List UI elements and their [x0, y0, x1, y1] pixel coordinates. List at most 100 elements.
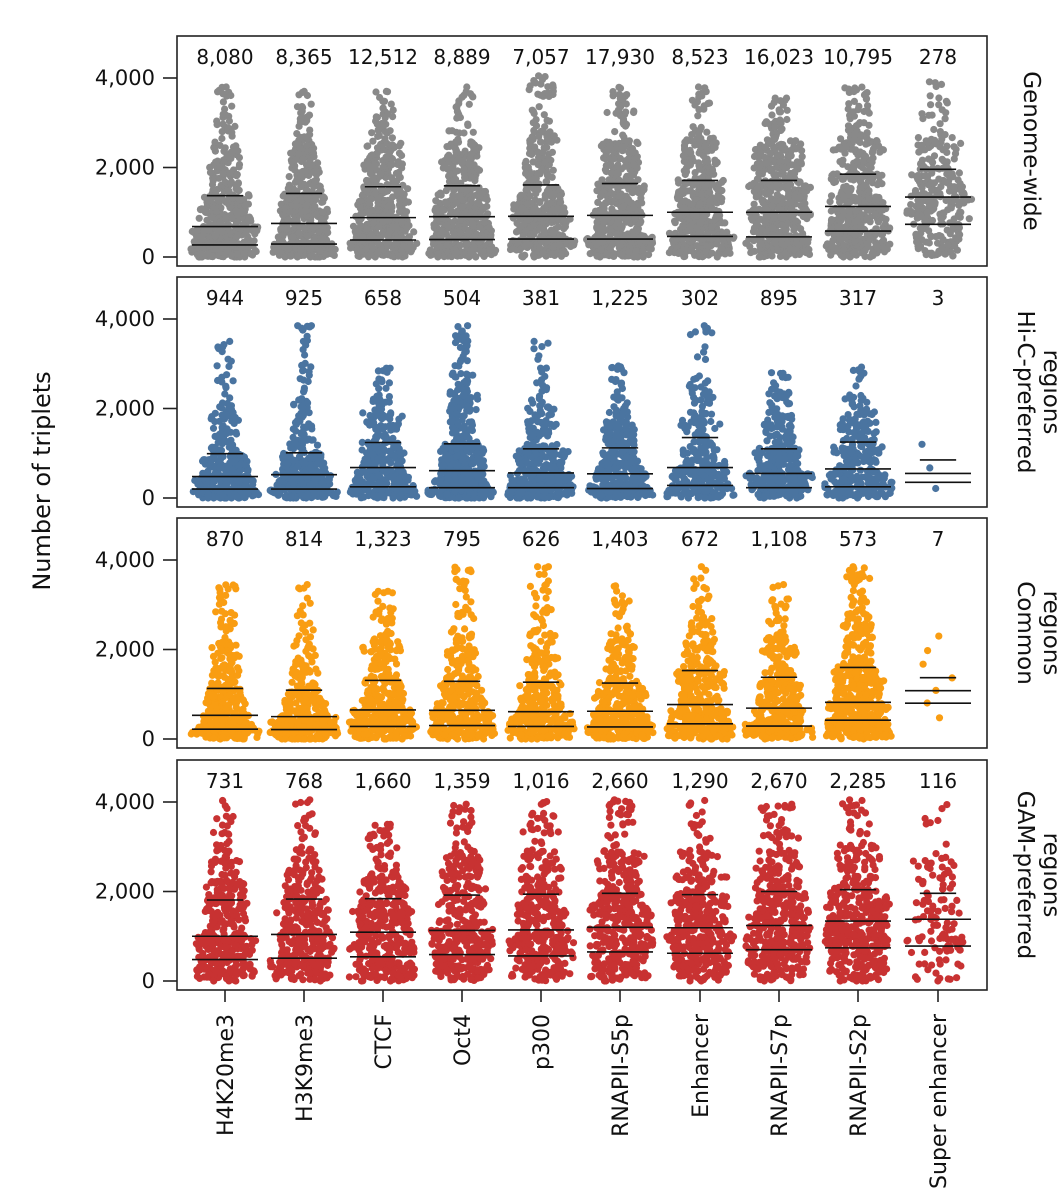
data-point — [292, 202, 300, 210]
data-point — [645, 251, 653, 259]
data-point — [763, 159, 771, 167]
data-point — [687, 221, 695, 229]
data-point — [907, 201, 915, 209]
data-point — [317, 215, 325, 223]
data-point — [876, 148, 884, 156]
data-point — [287, 149, 295, 157]
data-point — [252, 227, 260, 235]
data-point — [536, 91, 545, 99]
data-point — [783, 220, 792, 228]
data-point — [535, 72, 543, 80]
data-point — [711, 156, 719, 164]
data-point — [956, 208, 964, 216]
data-point — [463, 83, 471, 91]
data-point — [518, 252, 526, 260]
data-point — [316, 182, 324, 191]
data-point — [701, 183, 709, 191]
data-point — [392, 169, 401, 177]
data-point — [955, 198, 963, 206]
count-label: 278 — [919, 45, 957, 69]
panel-strip-label: Hi-C-preferred — [1012, 310, 1038, 473]
data-point — [214, 197, 223, 205]
column-Enhancer: 8,523 — [665, 45, 738, 261]
count-label: 8,889 — [433, 45, 490, 69]
data-point — [869, 249, 878, 257]
data-point — [374, 195, 382, 203]
data-point — [235, 154, 243, 162]
data-point — [703, 158, 712, 166]
data-point — [225, 117, 233, 125]
data-point — [681, 170, 689, 179]
y-tick-label: 0 — [142, 245, 155, 269]
data-point — [219, 170, 227, 178]
data-point — [943, 148, 951, 156]
data-point — [767, 102, 776, 110]
y-axis-label: Number of triplets — [28, 371, 56, 590]
data-point — [526, 82, 534, 90]
data-point — [914, 245, 922, 253]
data-point — [248, 251, 257, 259]
data-point — [293, 176, 301, 184]
data-point — [863, 135, 871, 143]
data-point — [709, 180, 717, 188]
data-point — [291, 166, 299, 174]
data-point — [768, 111, 776, 119]
data-point — [228, 102, 236, 110]
data-point — [724, 247, 732, 255]
data-point — [949, 252, 957, 260]
data-point — [613, 230, 621, 238]
data-point — [391, 240, 399, 248]
data-point — [934, 239, 942, 247]
data-point — [518, 204, 526, 212]
data-point — [613, 219, 622, 227]
data-point — [246, 239, 254, 247]
data-point — [474, 165, 482, 173]
data-point — [773, 246, 782, 255]
y-tick-label: 4,000 — [95, 307, 155, 331]
data-point — [485, 224, 493, 232]
data-point — [218, 128, 226, 136]
data-point — [622, 120, 631, 128]
data-point — [373, 120, 381, 128]
data-point — [758, 197, 766, 205]
data-point — [873, 137, 881, 146]
data-point — [941, 131, 949, 139]
data-point — [704, 147, 712, 155]
data-point — [841, 223, 850, 231]
data-point — [863, 215, 872, 223]
data-point — [633, 138, 641, 146]
data-point — [771, 134, 780, 142]
data-point — [375, 223, 383, 231]
data-point — [453, 248, 461, 256]
data-point — [372, 88, 380, 96]
data-point — [593, 224, 601, 232]
data-point — [827, 192, 836, 200]
data-point — [384, 251, 392, 259]
data-point — [947, 204, 955, 212]
data-point — [948, 134, 956, 142]
data-point — [240, 250, 248, 258]
data-point — [593, 241, 601, 249]
data-point — [219, 110, 227, 118]
data-point — [915, 201, 923, 209]
data-point — [721, 219, 729, 227]
column-RNAPII-S5p: 17,930 — [583, 45, 657, 261]
data-point — [754, 175, 762, 183]
data-point — [381, 135, 389, 143]
data-point — [827, 175, 835, 183]
data-point — [232, 142, 240, 150]
data-point — [427, 251, 435, 259]
data-point — [875, 172, 883, 180]
data-point — [919, 115, 927, 123]
count-label: 8,365 — [275, 45, 332, 69]
data-point — [233, 250, 241, 258]
data-point — [907, 192, 915, 200]
data-point — [951, 192, 959, 200]
data-point — [606, 245, 614, 253]
data-point — [215, 163, 223, 171]
data-point — [224, 224, 232, 232]
data-point — [393, 189, 401, 197]
data-point — [205, 196, 213, 205]
data-point — [665, 249, 674, 257]
data-point — [765, 189, 773, 197]
